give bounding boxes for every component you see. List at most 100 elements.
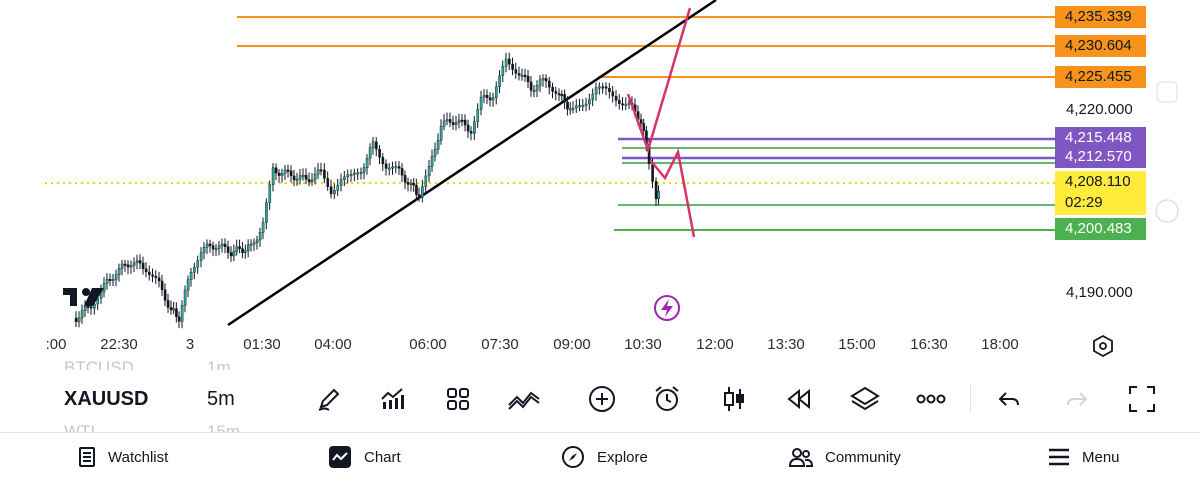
candle-body: [232, 251, 236, 257]
candle-body: [105, 278, 109, 284]
interval-below[interactable]: 15m: [207, 422, 241, 432]
candle-body: [491, 97, 495, 101]
pencil-icon[interactable]: [312, 382, 346, 416]
chart-canvas[interactable]: [0, 0, 1200, 366]
candle-body: [244, 250, 247, 253]
candle-body: [301, 174, 305, 177]
watchlist-icon: [79, 447, 95, 467]
candle-body: [220, 243, 224, 247]
candle-body: [504, 58, 508, 67]
interval-above[interactable]: 1m: [207, 358, 231, 370]
candle-body: [442, 120, 446, 127]
fullscreen-icon[interactable]: [1125, 382, 1159, 416]
current-price-tag[interactable]: 4,208.110 02:29: [1055, 171, 1146, 215]
candle-body: [601, 86, 605, 89]
price-tag-orange-2[interactable]: 4,230.604: [1055, 35, 1146, 57]
nav-watchlist-label: Watchlist: [108, 448, 169, 466]
side-handle-top[interactable]: [1156, 81, 1178, 103]
projection-path[interactable]: [626, 7, 692, 155]
candle-body: [196, 260, 200, 268]
interval-selector[interactable]: 5m: [207, 388, 235, 410]
price-tag-purple-2[interactable]: 4,212.570: [1055, 146, 1146, 168]
candle-body: [261, 222, 265, 233]
candle-body: [594, 87, 598, 95]
candle-body: [235, 246, 239, 252]
candle-body: [180, 305, 184, 322]
candle-body: [255, 239, 259, 243]
candle-body: [571, 107, 575, 110]
price-tag-purple-1[interactable]: 4,215.448: [1055, 127, 1146, 149]
candle-body: [138, 260, 142, 264]
candle-body: [117, 268, 121, 275]
candle-body: [160, 280, 164, 290]
alert-icon[interactable]: [650, 382, 684, 416]
candle-body: [584, 103, 588, 106]
nav-chart[interactable]: Chart: [328, 433, 401, 481]
price-tag-green-1[interactable]: 4,200.483: [1055, 218, 1146, 240]
candle-body: [560, 94, 564, 97]
candle-body: [433, 149, 437, 157]
price-tag-orange-1[interactable]: 4,235.339: [1055, 6, 1146, 28]
candle-body: [604, 86, 608, 89]
candle-body: [223, 243, 227, 247]
candle-body: [427, 166, 431, 177]
nav-community[interactable]: Community: [789, 433, 901, 481]
candle-body: [123, 263, 127, 266]
more-icon[interactable]: [914, 382, 948, 416]
candles-icon[interactable]: [717, 382, 751, 416]
trend-line[interactable]: [227, 0, 717, 327]
candle-body: [535, 85, 539, 91]
time-label: 12:00: [696, 336, 734, 353]
candle-body: [154, 276, 158, 279]
candle-body: [563, 94, 566, 103]
undo-icon[interactable]: [992, 382, 1026, 416]
symbol-below[interactable]: WTI: [64, 422, 96, 432]
side-handle-circle[interactable]: [1155, 199, 1179, 223]
compare-icon[interactable]: [507, 382, 541, 416]
candle-body: [624, 103, 628, 106]
candle-body: [588, 99, 591, 105]
indicators-icon[interactable]: [375, 382, 409, 416]
candle-body: [295, 178, 299, 181]
candle-body: [326, 178, 330, 187]
candle-body: [144, 268, 148, 273]
nav-explore[interactable]: Explore: [561, 433, 648, 481]
symbol-selector[interactable]: XAUUSD: [64, 388, 149, 410]
candle-body: [271, 167, 275, 185]
nav-menu[interactable]: Menu: [1048, 433, 1120, 481]
price-tag-orange-3[interactable]: 4,225.455: [1055, 66, 1146, 88]
candle-body: [614, 95, 618, 101]
candle-body: [177, 316, 181, 322]
replay-icon[interactable]: [782, 382, 816, 416]
candle-body: [403, 175, 407, 183]
candle-body: [175, 308, 178, 318]
candle-body: [208, 243, 212, 247]
candle-body: [621, 103, 624, 106]
candle-body: [304, 174, 308, 180]
candle-body: [89, 306, 93, 309]
lightning-icon[interactable]: [654, 295, 680, 321]
candle-body: [627, 102, 631, 105]
redo-icon[interactable]: [1060, 382, 1094, 416]
symbol-above[interactable]: BTCUSD: [64, 358, 134, 370]
candle-body: [111, 279, 115, 282]
candle-body: [532, 90, 536, 92]
candle-body: [349, 174, 353, 176]
candle-body: [163, 289, 167, 301]
time-label: 18:00: [981, 336, 1019, 353]
candle-body: [83, 306, 87, 311]
projection-path-2[interactable]: [649, 148, 696, 238]
layers-icon[interactable]: [848, 382, 882, 416]
candle-body: [523, 74, 527, 77]
candle-body: [651, 163, 654, 182]
add-icon[interactable]: [585, 382, 619, 416]
candle-body: [384, 163, 388, 169]
nav-watchlist[interactable]: Watchlist: [78, 433, 168, 481]
candle-body: [557, 93, 561, 96]
candle-body: [412, 183, 416, 186]
candle-body: [451, 122, 455, 126]
candle-body: [120, 263, 124, 269]
layout-grid-icon[interactable]: [441, 382, 475, 416]
settings-hexagon-icon[interactable]: [1091, 334, 1115, 358]
candle-body: [135, 260, 139, 264]
